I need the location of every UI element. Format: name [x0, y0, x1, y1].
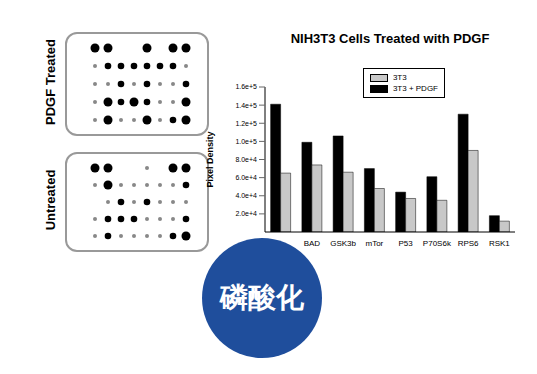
html-text:3T3: 3T3: [392, 73, 407, 82]
html-text:磷酸化: 磷酸化: [220, 281, 304, 314]
svg-text:1.0e+5: 1.0e+5: [235, 138, 257, 145]
svg-text:RPS6: RPS6: [458, 239, 479, 248]
svg-text:1.2e+5: 1.2e+5: [235, 120, 257, 127]
html-text:PDGF Treated: PDGF Treated: [42, 39, 58, 125]
html-text:Untreated: Untreated: [42, 169, 58, 231]
svg-text:1.6e+5: 1.6e+5: [235, 83, 257, 90]
svg-text:mTor: mTor: [365, 239, 383, 248]
svg-text:6.0e+4: 6.0e+4: [235, 174, 257, 181]
svg-text:RSK1: RSK1: [489, 239, 510, 248]
svg-text:P70S6k: P70S6k: [423, 239, 452, 248]
svg-text:P53: P53: [399, 239, 414, 248]
svg-text:GSK3b: GSK3b: [330, 239, 356, 248]
html-text:NIH3T3 Cells Treated with PDGF: NIH3T3 Cells Treated with PDGF: [290, 31, 490, 46]
svg-text:BAD: BAD: [304, 239, 321, 248]
svg-text:Pixel Density: Pixel Density: [205, 131, 215, 187]
svg-text:4.0e+4: 4.0e+4: [235, 192, 257, 199]
svg-text:1.4e+5: 1.4e+5: [235, 102, 257, 109]
svg-text:8.0e+4: 8.0e+4: [235, 156, 257, 163]
html-text:3T3 + PDGF: 3T3 + PDGF: [392, 84, 438, 93]
svg-text:2.0e+4: 2.0e+4: [235, 210, 257, 217]
